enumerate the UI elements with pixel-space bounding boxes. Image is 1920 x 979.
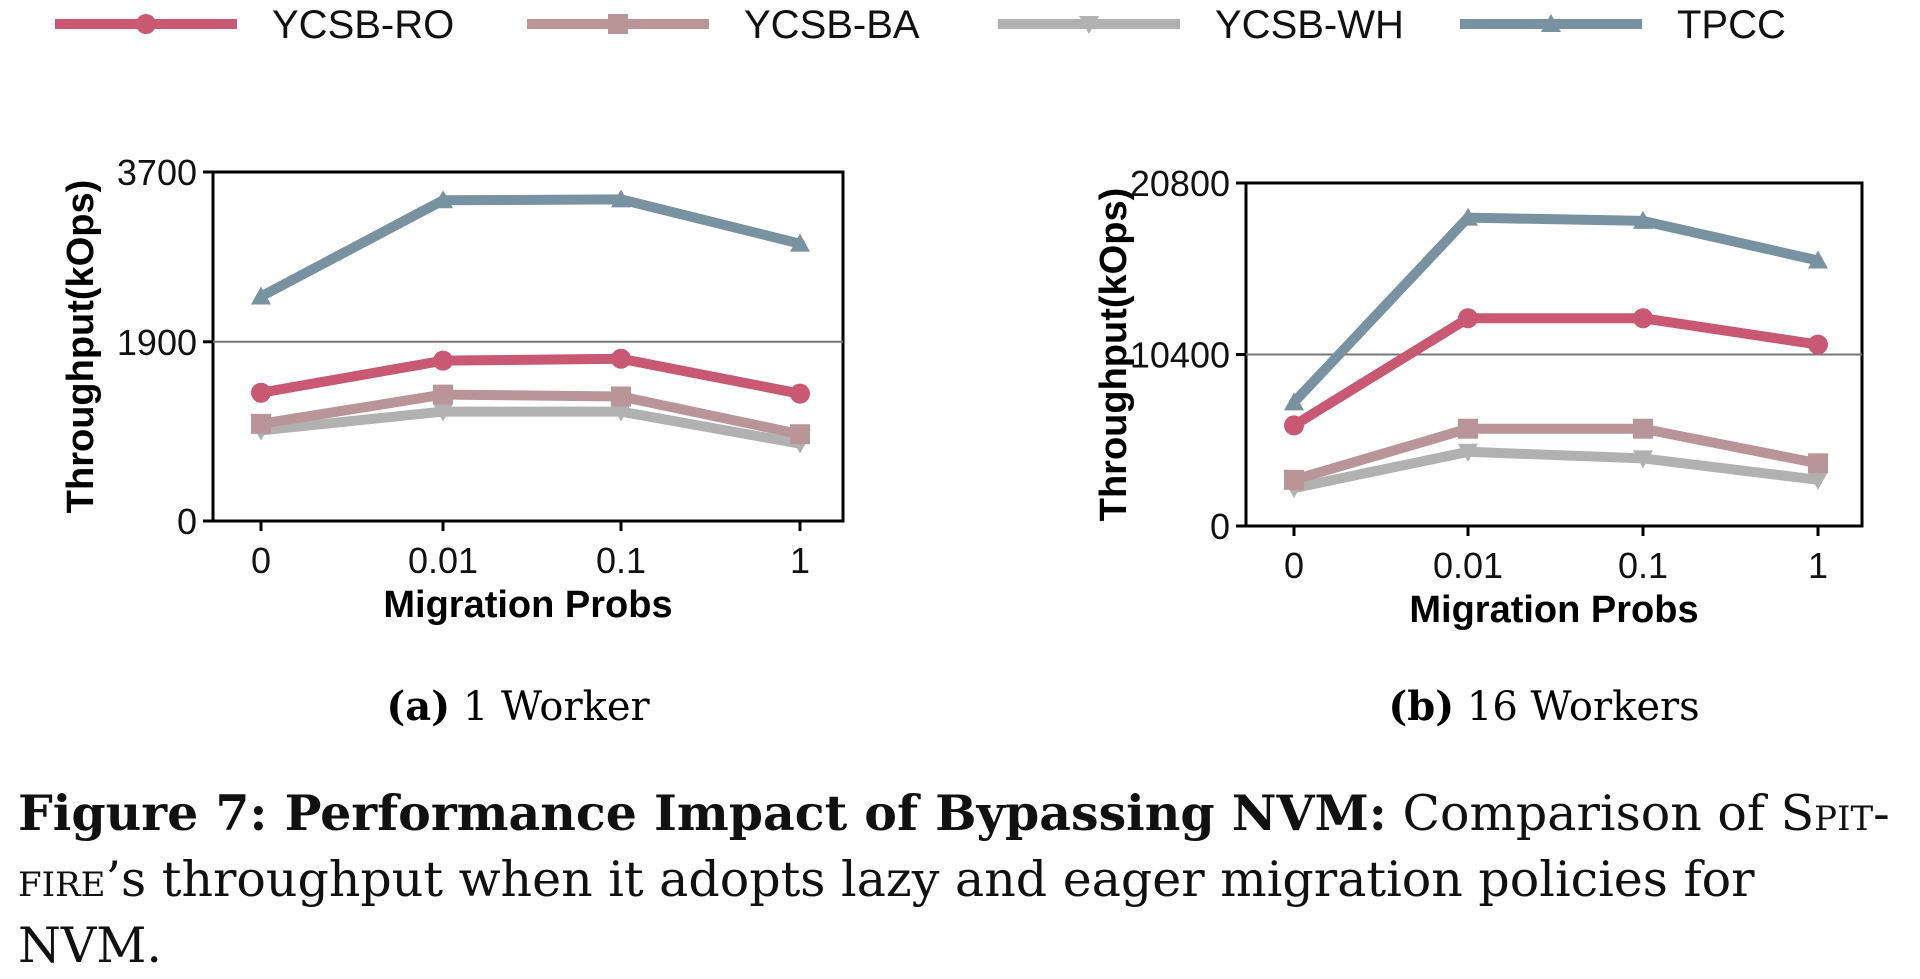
panel-a-y-axis-label: Throughput(kOps) [60,180,102,513]
series-line [1289,423,1823,485]
series-ycsb-ro [1284,308,1828,436]
legend-item: YCSB-BA [527,3,920,47]
system-name-part-2: fire [18,851,106,908]
panel-a-label: (a) [386,683,450,730]
data-point [1458,207,1478,226]
series-line [1289,212,1823,408]
series-tpcc [1284,207,1828,411]
panel-b-y-ticks: 0 10400 20800 [1130,163,1246,547]
series-line [256,406,805,449]
data-point [433,350,453,371]
legend-label: YCSB-BA [744,3,920,47]
x-tick-label: 1 [1808,545,1828,586]
legend-item: YCSB-WH [998,3,1404,47]
figure-caption-text-1: Comparison of [1386,785,1781,842]
figure-canvas: YCSB-RO YCSB-BA YCSB-WH TPCC 0 1900 3700 0 0.0… [55,3,1864,730]
data-point [1808,471,1828,490]
data-point [790,424,810,445]
panel-b-x-axis-label: Migration Probs [1409,589,1698,631]
data-point [433,190,453,209]
data-point [251,413,271,434]
series-line [256,389,805,440]
panel-b-title: 16 Workers [1467,684,1700,730]
legend-marker-triangle-up [1541,14,1561,32]
y-tick-label: 10400 [1130,335,1230,376]
figure-caption-prefix: Figure 7: Performance Impact of Bypassin… [18,784,1387,842]
data-point [1458,443,1478,462]
y-tick-label: 1900 [117,322,197,363]
panel-b-label: (b) [1388,683,1454,730]
figure-caption: Figure 7: Performance Impact of Bypassin… [18,780,1908,979]
series-ycsb-ba [1284,418,1828,490]
panel-a-x-ticks: 0 0.01 0.1 1 [251,521,810,581]
series-line [256,194,805,302]
panel-a-x-axis-label: Migration Probs [383,584,672,626]
data-point [1458,308,1478,329]
x-tick-label: 0.01 [408,540,478,581]
legend-label: YCSB-WH [1215,3,1404,47]
y-tick-label: 0 [1210,506,1230,547]
panel-a-series [251,189,810,454]
series-line [256,353,805,399]
data-point [611,386,631,407]
x-tick-label: 0 [251,540,271,581]
data-point [1633,210,1653,229]
figure-caption-text-2: ’s throughput when it adopts lazy and ea… [18,851,1755,974]
panel-b-series [1284,207,1828,499]
data-point [251,382,271,403]
data-point [790,383,810,404]
data-point [1633,418,1653,439]
panel-a-title: 1 Worker [463,684,651,730]
legend: YCSB-RO YCSB-BA YCSB-WH TPCC [55,3,1786,47]
data-point [1633,308,1653,329]
x-tick-label: 0.1 [596,540,646,581]
y-tick-label: 20800 [1130,163,1230,204]
legend-marker-circle [136,14,156,34]
y-tick-label: 3700 [117,152,197,193]
data-point [1284,469,1304,490]
y-tick-label: 0 [177,501,197,542]
system-name-part-1: Spit- [1780,785,1890,842]
data-point [251,286,271,305]
panel-b-caption: (b) 16 Workers [1388,683,1699,730]
x-tick-label: 0.01 [1433,545,1503,586]
series-tpcc [251,189,810,305]
x-tick-label: 0.1 [1618,545,1668,586]
data-point [1808,453,1828,474]
data-point [611,189,631,208]
panel-a-chart: 0 1900 3700 0 0.01 0.1 1 Throughput(kOps) Mig… [60,152,845,730]
series-line [1289,313,1823,431]
panel-b-x-ticks: 0 0.01 0.1 1 [1284,526,1828,586]
data-point [1458,418,1478,439]
legend-item: TPCC [1460,3,1786,47]
data-point [433,403,453,422]
panel-a-caption: (a) 1 Worker [386,683,650,730]
panel-a-plot-frame [211,170,845,523]
data-point [433,384,453,405]
data-point [1633,450,1653,469]
legend-label: TPCC [1677,3,1786,47]
panel-b-chart: 0 10400 20800 0 0.01 0.1 1 Throughput(kOps) M… [1093,163,1864,730]
data-point [1808,250,1828,269]
data-point [1808,334,1828,355]
series-line [1289,446,1823,494]
data-point [1284,392,1304,411]
legend-marker-square [608,14,628,34]
data-point [611,348,631,369]
x-tick-label: 0 [1284,545,1304,586]
series-ycsb-ba [251,384,810,445]
x-tick-label: 1 [790,540,810,581]
legend-item: YCSB-RO [55,3,454,47]
panel-a-y-ticks: 0 1900 3700 [117,152,213,542]
data-point [611,403,631,422]
data-point [1284,415,1304,436]
data-point [790,233,810,252]
legend-label: YCSB-RO [272,3,454,47]
panel-b-y-axis-label: Throughput(kOps) [1093,188,1135,521]
series-ycsb-ro [251,348,810,404]
legend-marker-triangle-down [1079,16,1099,34]
